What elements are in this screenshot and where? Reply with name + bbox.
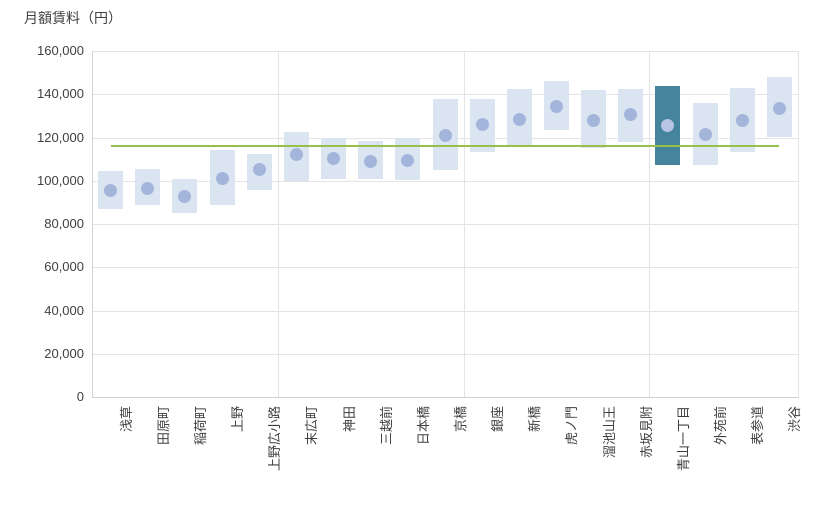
- average-dot: [549, 99, 563, 113]
- x-axis-label: 青山一丁目: [675, 406, 691, 472]
- y-axis-label: 140,000: [37, 86, 84, 102]
- y-axis-label: 40,000: [44, 302, 84, 318]
- x-axis-label: 日本橋: [415, 406, 431, 446]
- average-dot: [624, 108, 638, 122]
- x-axis-label: 虎ノ門: [564, 406, 580, 446]
- average-dot: [252, 163, 266, 177]
- average-dot: [438, 128, 452, 142]
- y-axis-label: 0: [76, 389, 84, 404]
- y-axis-label: 100,000: [37, 172, 84, 188]
- average-dot: [104, 183, 118, 197]
- gridline-group-divider: [649, 51, 651, 397]
- x-axis-label: 上野広小路: [267, 406, 283, 472]
- average-dot: [475, 118, 489, 132]
- average-dot: [215, 172, 229, 186]
- y-axis-label: 120,000: [37, 129, 84, 145]
- y-axis-line: [92, 51, 93, 398]
- average-dot: [364, 154, 378, 168]
- x-axis-label: 浅草: [118, 406, 134, 433]
- y-axis-label: 80,000: [44, 216, 84, 231]
- average-dot: [401, 153, 415, 167]
- x-axis-label: 新橋: [527, 406, 543, 433]
- x-axis-label: 表参道: [750, 406, 766, 446]
- x-axis-label: 上野: [230, 406, 246, 433]
- average-dot: [512, 112, 526, 126]
- x-axis-label: 銀座: [490, 406, 506, 433]
- y-axis-label: 20,000: [44, 345, 84, 361]
- x-axis-label: 渋谷: [787, 406, 803, 433]
- gridline-horizontal: [92, 180, 798, 182]
- average-dot: [587, 113, 601, 127]
- gridline-horizontal: [92, 224, 798, 225]
- x-axis-label: 稲荷町: [192, 406, 208, 446]
- average-dot: [327, 151, 341, 165]
- x-axis-label: 三越前: [378, 406, 394, 446]
- x-axis-label: 外苑前: [713, 406, 729, 446]
- y-axis-label: 160,000: [37, 43, 84, 58]
- gridline-group-divider: [277, 51, 279, 397]
- chart-title: 月額賃料（円）: [24, 10, 122, 26]
- x-axis-label: 溜池山王: [601, 406, 617, 459]
- gridline-horizontal: [92, 94, 798, 96]
- gridline-horizontal: [92, 310, 798, 312]
- gridline-group-divider: [463, 51, 465, 397]
- reference-line: [110, 145, 780, 148]
- x-axis-label: 末広町: [304, 406, 320, 446]
- average-dot: [735, 113, 749, 127]
- x-axis-label: 赤坂見附: [638, 406, 654, 459]
- average-dot: [289, 148, 303, 162]
- x-axis-label: 神田: [341, 406, 357, 433]
- x-axis-label: 京橋: [453, 406, 468, 433]
- gridline-horizontal: [92, 51, 798, 52]
- y-axis-label: 60,000: [44, 259, 84, 275]
- plot-right-border: [798, 51, 799, 397]
- average-dot: [661, 119, 675, 133]
- average-dot: [698, 127, 712, 141]
- average-dot: [141, 181, 155, 195]
- x-axis-line: [92, 397, 799, 398]
- average-dot: [772, 101, 786, 115]
- x-axis-label: 田原町: [155, 406, 171, 446]
- average-dot: [178, 190, 192, 204]
- gridline-horizontal: [92, 267, 798, 269]
- gridline-horizontal: [92, 353, 798, 355]
